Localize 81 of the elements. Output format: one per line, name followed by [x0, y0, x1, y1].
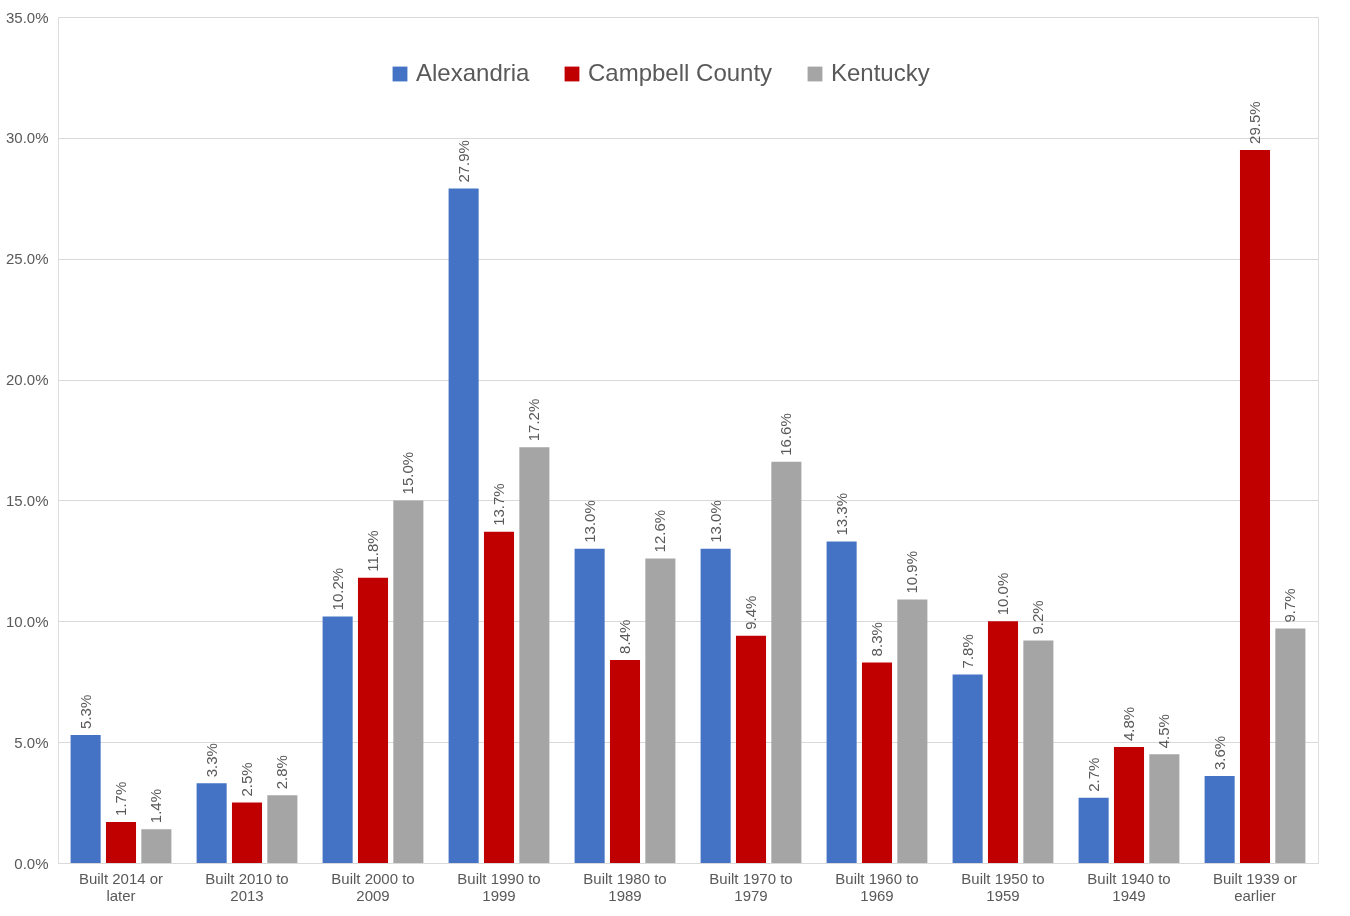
- y-tick-label: 25.0%: [5, 250, 49, 268]
- y-tick-label: 15.0%: [5, 491, 49, 509]
- bar: [574, 548, 605, 863]
- data-label: 17.2%: [525, 398, 543, 442]
- bar: [1239, 149, 1271, 863]
- bar: [1078, 797, 1109, 863]
- data-label: 5.3%: [76, 694, 94, 729]
- bar: [196, 783, 227, 863]
- data-label: 3.6%: [1210, 735, 1228, 770]
- data-label: 13.0%: [706, 500, 724, 543]
- bar: [609, 659, 641, 863]
- bar: [861, 662, 893, 863]
- x-tick-label: Built 1950 to 1959: [961, 869, 1045, 904]
- bar: [771, 461, 802, 863]
- bar: [1149, 754, 1180, 863]
- x-tick-label: Built 2010 to 2013: [205, 869, 289, 904]
- bar: [1275, 628, 1306, 863]
- data-label: 27.9%: [454, 140, 472, 183]
- y-tick-label: 20.0%: [5, 371, 49, 389]
- data-label: 8.4%: [616, 619, 633, 654]
- data-label: 1.7%: [112, 781, 129, 816]
- bar: [393, 500, 424, 863]
- bar: [231, 802, 263, 863]
- data-label: 4.5%: [1155, 714, 1173, 749]
- x-tick-label: Built 1990 to 1999: [457, 869, 541, 904]
- x-tick-label: Built 1940 to 1949: [1087, 869, 1171, 904]
- data-label: 13.0%: [580, 500, 598, 543]
- x-tick-label: Built 1960 to 1969: [835, 869, 919, 904]
- bar: [519, 447, 550, 863]
- y-tick-label: 5.0%: [14, 733, 49, 751]
- bar: [735, 635, 767, 863]
- bar: [105, 821, 137, 863]
- x-tick-label: Built 1980 to 1989: [583, 869, 667, 904]
- bar: [897, 599, 928, 863]
- data-label: 12.6%: [651, 509, 669, 553]
- y-tick-label: 30.0%: [5, 129, 49, 147]
- bar: [448, 188, 479, 863]
- data-label: 2.5%: [238, 762, 255, 797]
- bar: [645, 558, 676, 863]
- data-label: 15.0%: [399, 451, 417, 495]
- bar: [826, 541, 857, 863]
- bar: [987, 621, 1019, 863]
- data-label: 16.6%: [777, 413, 795, 456]
- bar: [483, 531, 515, 863]
- data-label: 10.2%: [328, 567, 346, 611]
- bar: [1023, 640, 1054, 863]
- data-label: 10.0%: [994, 572, 1011, 616]
- bar: [322, 616, 353, 863]
- data-label: 8.3%: [868, 622, 885, 657]
- y-tick-label: 0.0%: [14, 854, 49, 872]
- x-tick-label: Built 1939 or earlier: [1212, 869, 1298, 904]
- bar: [1204, 775, 1235, 863]
- data-label: 2.7%: [1084, 757, 1102, 792]
- x-tick-label: Built 1970 to 1979: [709, 869, 793, 904]
- bar: [952, 674, 983, 863]
- bar: [357, 577, 389, 863]
- data-label: 2.8%: [273, 755, 291, 790]
- y-tick-label: 35.0%: [5, 8, 49, 26]
- data-label: 13.3%: [832, 492, 850, 536]
- data-label: 29.5%: [1246, 101, 1263, 144]
- data-label: 1.4%: [147, 788, 165, 824]
- bar: [267, 795, 298, 863]
- bar: [141, 829, 172, 863]
- data-label: 13.7%: [490, 483, 507, 526]
- x-tick-label: Built 2000 to 2009: [331, 869, 415, 904]
- data-label: 7.8%: [958, 634, 976, 669]
- bar: [1113, 746, 1145, 863]
- data-label: 9.4%: [742, 595, 759, 630]
- bar: [70, 734, 101, 863]
- legend-label: Campbell County: [588, 59, 773, 86]
- data-label: 4.8%: [1120, 706, 1137, 741]
- legend-label: Alexandria: [416, 59, 531, 86]
- data-label: 11.8%: [364, 530, 381, 572]
- data-label: 10.9%: [903, 550, 921, 594]
- y-tick-label: 10.0%: [5, 612, 49, 630]
- bar: [700, 548, 731, 863]
- data-label: 9.2%: [1029, 600, 1047, 635]
- data-label: 9.7%: [1281, 588, 1299, 623]
- data-label: 3.3%: [202, 743, 220, 778]
- x-tick-label: Built 2014 or later: [78, 869, 164, 904]
- legend-label: Kentucky: [831, 59, 930, 86]
